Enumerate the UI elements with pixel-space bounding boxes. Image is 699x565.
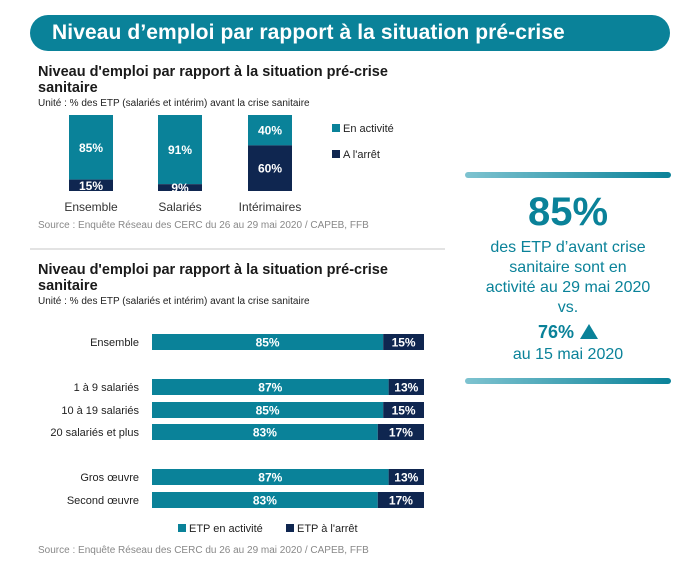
kpi-previous: 76% bbox=[465, 322, 671, 343]
kpi-desc-line: activité au 29 mai 2020 bbox=[485, 279, 651, 296]
y-tick-label: Second œuvre bbox=[67, 495, 139, 507]
bar-stopped bbox=[383, 402, 424, 418]
y-tick-label: 20 salariés et plus bbox=[50, 427, 139, 439]
kpi-top-rule bbox=[465, 172, 671, 178]
data-label: 15% bbox=[392, 336, 416, 350]
data-label: 13% bbox=[394, 381, 418, 395]
legend-swatch bbox=[286, 524, 294, 532]
data-label: 15% bbox=[392, 404, 416, 418]
kpi-value: 85% bbox=[527, 190, 609, 234]
data-label: 85% bbox=[256, 404, 280, 418]
bar-stopped bbox=[383, 334, 424, 350]
bar-active bbox=[158, 115, 202, 185]
y-tick-label: 1 à 9 salariés bbox=[74, 382, 140, 394]
data-label: 60% bbox=[258, 162, 282, 176]
data-label: 87% bbox=[258, 381, 282, 395]
bar-stopped bbox=[388, 379, 424, 395]
data-label: 17% bbox=[389, 494, 413, 508]
bar-stopped bbox=[388, 469, 424, 485]
data-label: 9% bbox=[171, 181, 189, 195]
triangle-up-icon bbox=[580, 324, 599, 339]
data-label: 83% bbox=[253, 426, 277, 440]
kpi-description: des ETP d’avant crise sanitaire sont en … bbox=[465, 238, 671, 318]
chart2-horizontal-stacked-bar: Ensemble 85% 15% 1 à 9 salariés 87% 13% 10 à 1… bbox=[50, 334, 424, 535]
y-tick-label: 10 à 19 salariés bbox=[61, 405, 139, 417]
legend-swatch bbox=[332, 150, 340, 158]
x-tick-label: Intérimaires bbox=[239, 200, 302, 214]
bar-active bbox=[248, 115, 292, 146]
data-label: 87% bbox=[258, 471, 282, 485]
data-label: 85% bbox=[79, 141, 103, 155]
y-tick-label: Ensemble bbox=[90, 337, 139, 349]
legend-label: A l'arrêt bbox=[343, 149, 380, 161]
bar-stopped bbox=[248, 145, 292, 191]
chart1-source: Source : Enquête Réseau des CERC du 26 a… bbox=[38, 220, 369, 231]
chart1-title: Niveau d'emploi par rapport à la situati… bbox=[38, 64, 388, 96]
kpi-bottom-rule bbox=[465, 378, 671, 384]
data-label: 13% bbox=[394, 471, 418, 485]
bar-active bbox=[152, 492, 378, 508]
page-banner-title: Niveau d’emploi par rapport à la situati… bbox=[30, 15, 670, 51]
x-tick-label: Salariés bbox=[158, 200, 201, 214]
chart1-vertical-stacked-bar: 85% 15% Ensemble 91% 9% Salariés 40% 60% Intérim… bbox=[64, 115, 394, 214]
bar-active bbox=[152, 402, 384, 418]
data-label: 83% bbox=[253, 494, 277, 508]
kpi-previous-date: au 15 mai 2020 bbox=[512, 346, 624, 363]
chart2-unit: Unité : % des ETP (salariés et intérim) … bbox=[38, 296, 310, 307]
bar-stopped bbox=[377, 424, 424, 440]
data-label: 17% bbox=[389, 426, 413, 440]
chart1-unit: Unité : % des ETP (salariés et intérim) … bbox=[38, 98, 310, 109]
kpi-panel: 85% des ETP d’avant crise sanitaire sont… bbox=[465, 172, 671, 384]
x-tick-label: Ensemble bbox=[64, 200, 118, 214]
kpi-desc-line: des ETP d’avant crise bbox=[490, 239, 646, 256]
legend-label: ETP à l'arrêt bbox=[297, 523, 358, 535]
section-divider bbox=[30, 248, 445, 250]
kpi-desc-line: vs. bbox=[557, 299, 579, 316]
data-label: 91% bbox=[168, 143, 192, 157]
bar-active bbox=[69, 115, 113, 180]
legend-label: En activité bbox=[343, 123, 394, 135]
data-label: 40% bbox=[258, 124, 282, 138]
data-label: 85% bbox=[256, 336, 280, 350]
bar-active bbox=[152, 469, 389, 485]
bar-active bbox=[152, 424, 378, 440]
y-tick-label: Gros œuvre bbox=[80, 472, 139, 484]
kpi-previous-value: 76% bbox=[537, 322, 575, 342]
bar-stopped bbox=[69, 179, 113, 191]
chart2-source: Source : Enquête Réseau des CERC du 26 a… bbox=[38, 545, 369, 556]
chart2-title: Niveau d'emploi par rapport à la situati… bbox=[38, 262, 388, 294]
data-label: 15% bbox=[79, 179, 103, 193]
legend-label: ETP en activité bbox=[189, 523, 263, 535]
legend-swatch bbox=[178, 524, 186, 532]
kpi-desc-line: sanitaire sont en bbox=[509, 259, 627, 276]
bar-stopped bbox=[158, 184, 202, 191]
bar-active bbox=[152, 379, 389, 395]
legend-swatch bbox=[332, 124, 340, 132]
bar-active bbox=[152, 334, 384, 350]
bar-stopped bbox=[377, 492, 424, 508]
